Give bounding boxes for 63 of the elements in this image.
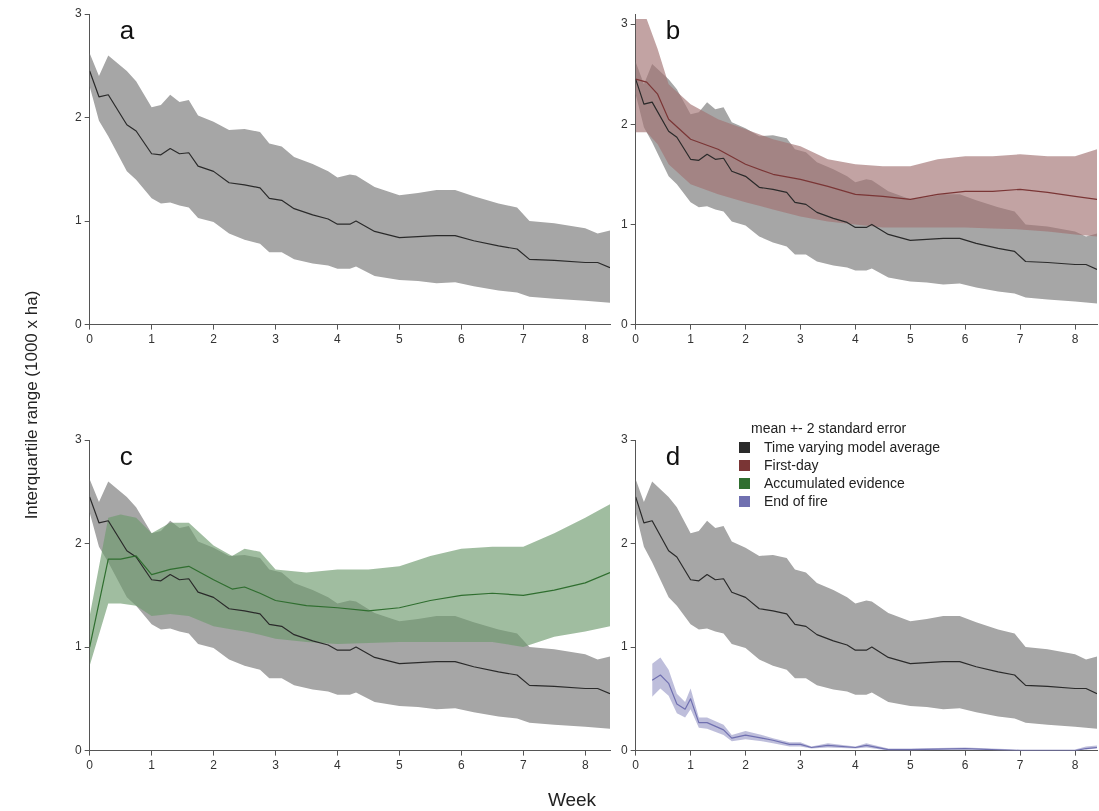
x-tick-label: 3 bbox=[272, 332, 280, 347]
x-tick-label: 5 bbox=[906, 758, 914, 773]
y-tick-label: 3 bbox=[620, 432, 628, 447]
y-tick-label: 1 bbox=[620, 639, 628, 654]
x-tick-label: 4 bbox=[852, 758, 860, 773]
x-tick-label: 2 bbox=[742, 758, 750, 773]
x-tick-label: 8 bbox=[581, 332, 589, 347]
x-tick-label: 1 bbox=[148, 332, 156, 347]
chart-title: c bbox=[119, 441, 133, 472]
y-tick-label: 0 bbox=[620, 316, 628, 331]
x-axis-title: Week bbox=[547, 789, 597, 811]
x-tick-label: 1 bbox=[148, 758, 156, 773]
x-tick-label: 0 bbox=[632, 332, 640, 347]
y-tick-label: 3 bbox=[74, 6, 82, 21]
y-tick-label: 2 bbox=[74, 535, 82, 550]
chart-title: b bbox=[665, 15, 681, 46]
legend-label: Time varying model average bbox=[764, 439, 941, 455]
y-tick-label: 3 bbox=[74, 432, 82, 447]
x-tick-label: 4 bbox=[334, 332, 342, 347]
x-tick-label: 5 bbox=[396, 332, 404, 347]
text: Accumulated evidence bbox=[764, 475, 905, 491]
y-tick-label: 1 bbox=[74, 639, 82, 654]
x-tick-label: 6 bbox=[961, 758, 969, 773]
x-tick-label: 3 bbox=[797, 332, 805, 347]
chart-title: d bbox=[665, 441, 681, 472]
x-tick-label: 2 bbox=[210, 758, 218, 773]
x-tick-label: 5 bbox=[396, 758, 404, 773]
y-tick-label: 1 bbox=[620, 216, 628, 231]
y-tick-label: 2 bbox=[620, 535, 628, 550]
y-tick-label: 1 bbox=[74, 213, 82, 228]
x-tick-label: 2 bbox=[210, 332, 218, 347]
x-tick-label: 8 bbox=[581, 758, 589, 773]
x-tick-label: 6 bbox=[457, 758, 465, 773]
y-tick-label: 0 bbox=[620, 742, 628, 757]
x-tick-label: 1 bbox=[687, 332, 695, 347]
x-tick-label: 7 bbox=[519, 332, 527, 347]
x-tick-label: 3 bbox=[272, 758, 280, 773]
y-tick-label: 2 bbox=[74, 109, 82, 124]
y-tick-label: 2 bbox=[620, 116, 628, 131]
legend-label: End of fire bbox=[764, 493, 828, 509]
legend-title: mean +- 2 standard error bbox=[751, 420, 908, 436]
x-tick-label: 8 bbox=[1071, 758, 1079, 773]
x-tick-label: 2 bbox=[742, 332, 750, 347]
x-tick-label: 0 bbox=[632, 758, 640, 773]
x-tick-label: 7 bbox=[1016, 758, 1024, 773]
x-tick-label: 4 bbox=[334, 758, 342, 773]
x-tick-label: 8 bbox=[1071, 332, 1079, 347]
chart-title: a bbox=[119, 15, 135, 46]
x-tick-label: 0 bbox=[86, 758, 94, 773]
y-axis-title: Interquartile range (1000 x ha) bbox=[22, 290, 42, 520]
x-tick-label: 3 bbox=[797, 758, 805, 773]
y-tick-label: 0 bbox=[74, 316, 82, 331]
x-tick-label: 0 bbox=[86, 332, 94, 347]
x-tick-label: 7 bbox=[1016, 332, 1024, 347]
x-tick-label: 7 bbox=[519, 758, 527, 773]
y-tick-label: 0 bbox=[74, 742, 82, 757]
x-tick-label: 6 bbox=[457, 332, 465, 347]
text: First-day bbox=[764, 457, 819, 473]
x-tick-label: 5 bbox=[906, 332, 914, 347]
x-tick-label: 6 bbox=[961, 332, 969, 347]
x-tick-label: 4 bbox=[852, 332, 860, 347]
y-tick-label: 3 bbox=[620, 16, 628, 31]
x-tick-label: 1 bbox=[687, 758, 695, 773]
